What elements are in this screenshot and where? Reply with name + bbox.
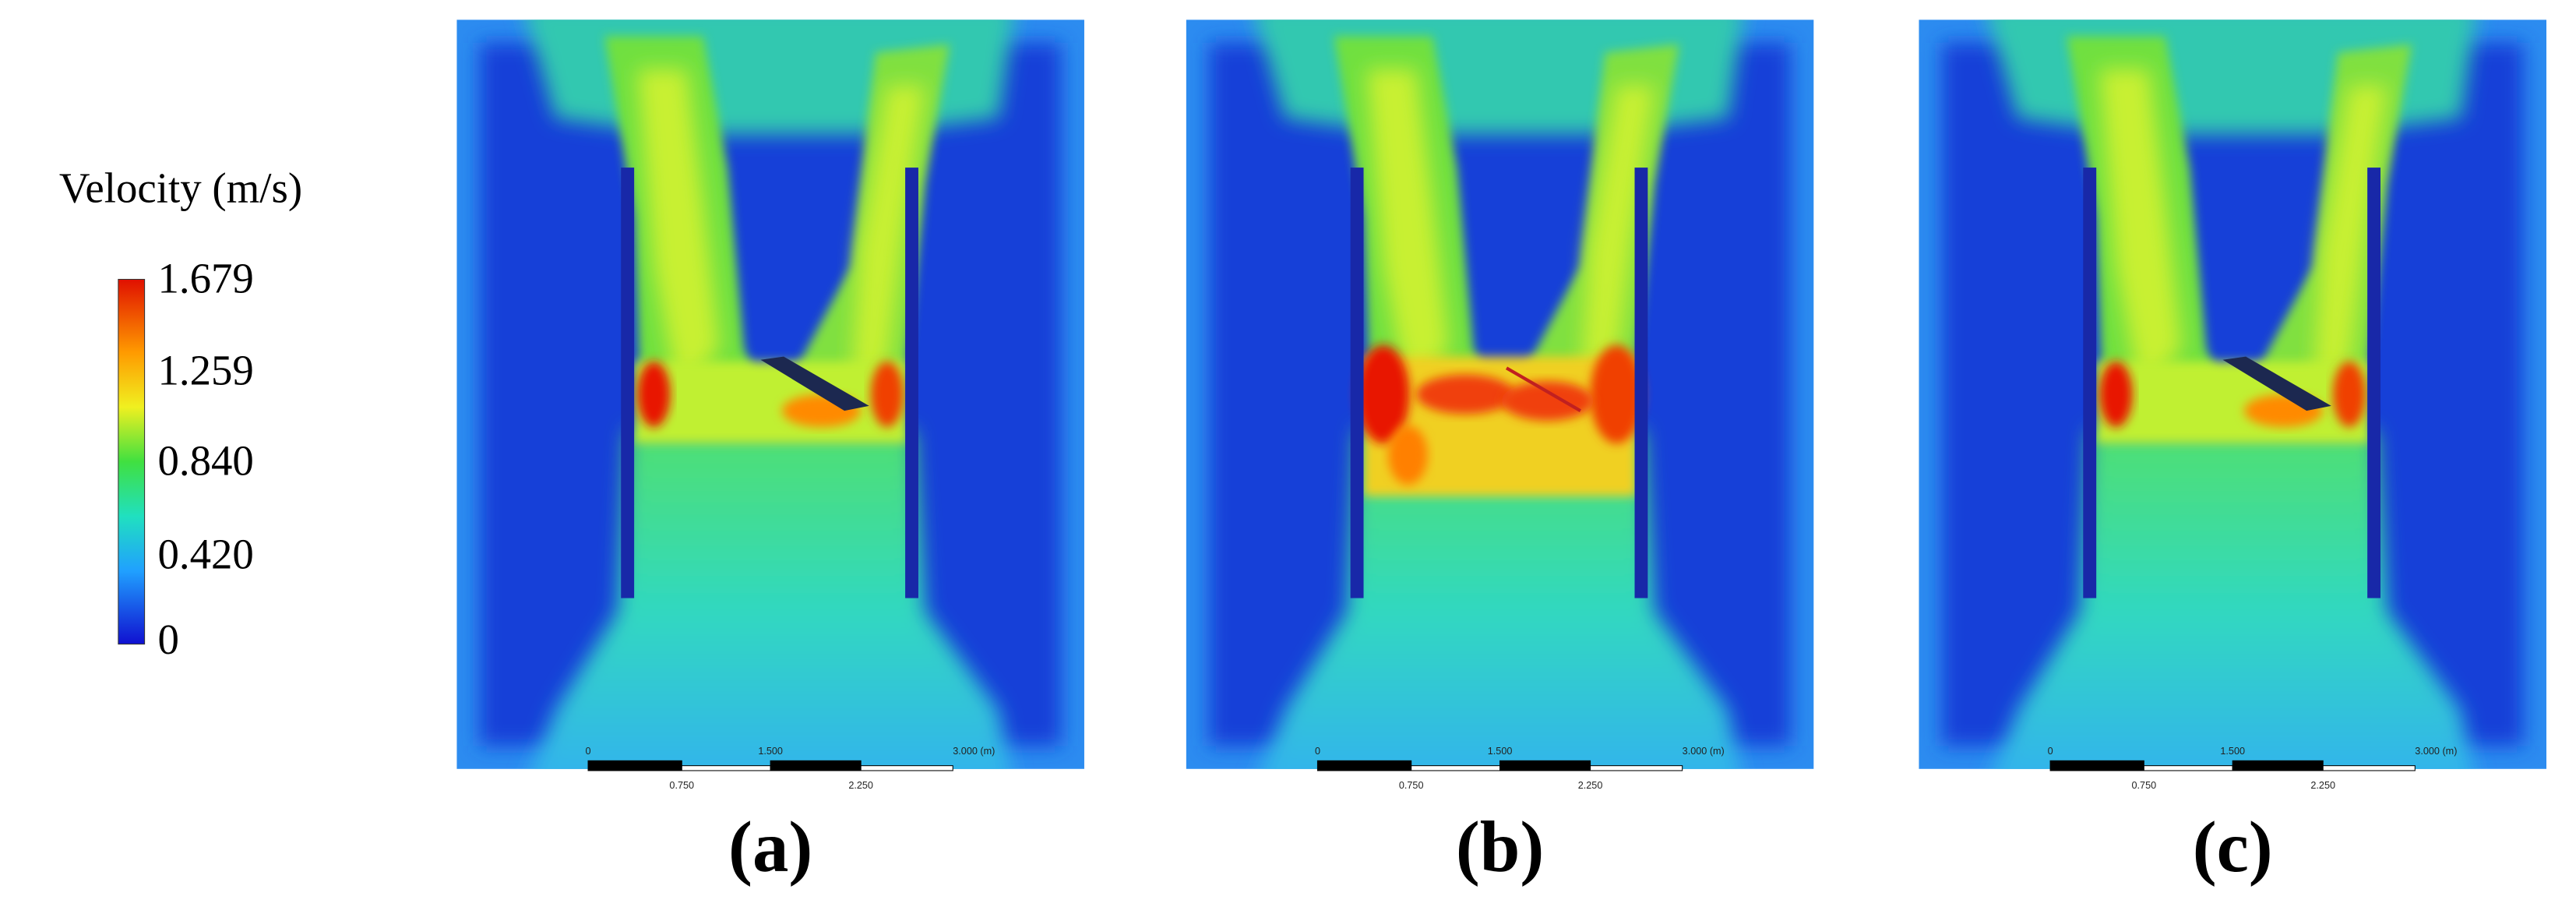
panel-label: (a) bbox=[728, 807, 812, 888]
flow-field bbox=[1919, 19, 2547, 769]
scale-bar-label: 0 bbox=[586, 746, 591, 757]
flow-field bbox=[1186, 19, 1814, 769]
lower-flow bbox=[1260, 430, 1740, 769]
colorbar-tick-label: 0.420 bbox=[157, 531, 253, 578]
scale-bar-label: 3.000 (m) bbox=[1683, 746, 1725, 757]
right-jet-core bbox=[851, 85, 925, 398]
contour-panel: 0 1.500 3.000 (m) 0.750 2.250 bbox=[1186, 19, 1814, 791]
contour-panel: 0 1.500 3.000 (m) 0.750 2.250 bbox=[456, 19, 1084, 791]
scale-bar-segment bbox=[681, 765, 771, 771]
scale-bar-label: 1.500 bbox=[2220, 746, 2245, 757]
colorbar-tick-label: 1.679 bbox=[157, 254, 253, 302]
right-wall bbox=[2367, 168, 2381, 598]
scale-bar-segment bbox=[860, 765, 953, 771]
hot-spot bbox=[637, 361, 671, 428]
right-wall bbox=[1634, 168, 1648, 598]
scale-bar-label: 0.750 bbox=[2131, 780, 2156, 791]
scale-bar-label: 1.500 bbox=[1488, 746, 1513, 757]
lower-flow bbox=[1993, 430, 2473, 769]
hot-spot bbox=[1357, 344, 1410, 444]
scale-bar-label: 0 bbox=[1315, 746, 1320, 757]
legend-title: Velocity (m/s) bbox=[59, 164, 302, 211]
hot-band bbox=[2096, 361, 2370, 444]
scale-bar-label: 3.000 (m) bbox=[953, 746, 995, 757]
right-jet-core bbox=[2313, 85, 2387, 398]
left-wall bbox=[621, 168, 635, 598]
left-wall bbox=[1350, 168, 1364, 598]
flow-field bbox=[456, 19, 1084, 769]
left-jet-core bbox=[2099, 69, 2182, 398]
scale-bar-label: 0.750 bbox=[1399, 780, 1424, 791]
scale-bar-segment bbox=[587, 760, 682, 771]
left-jet-core bbox=[637, 69, 720, 398]
right-wall bbox=[905, 168, 918, 598]
scale-bar-segment bbox=[1411, 765, 1501, 771]
hot-spot bbox=[1388, 425, 1428, 485]
scale-bar-segment bbox=[1316, 760, 1412, 771]
scale-bar-label: 1.500 bbox=[758, 746, 783, 757]
scale-bar-segment bbox=[2143, 765, 2233, 771]
hot-spot bbox=[1590, 344, 1644, 444]
scale-bar-segment bbox=[1499, 760, 1591, 771]
scale-bar-label: 2.250 bbox=[848, 780, 873, 791]
scale-bar-label: 2.250 bbox=[2310, 780, 2335, 791]
contour-panel: 0 1.500 3.000 (m) 0.750 2.250 bbox=[1919, 19, 2547, 791]
scale-bar-label: 0.750 bbox=[669, 780, 694, 791]
plate bbox=[760, 356, 869, 411]
left-wall bbox=[2083, 168, 2097, 598]
hot-spot bbox=[2332, 361, 2366, 428]
hot-spot bbox=[870, 361, 904, 428]
scale-bar-segment bbox=[770, 760, 862, 771]
colorbar-tick-label: 1.259 bbox=[157, 346, 253, 394]
scale-bar-segment bbox=[1590, 765, 1683, 771]
scale-bar-label: 3.000 (m) bbox=[2415, 746, 2457, 757]
colorbar-tick-label: 0 bbox=[157, 616, 178, 663]
scale-bar-label: 0 bbox=[2048, 746, 2053, 757]
hot-band bbox=[634, 361, 907, 444]
scale-bar-label: 2.250 bbox=[1578, 780, 1603, 791]
scale-bar-segment bbox=[2232, 760, 2324, 771]
lower-flow bbox=[531, 430, 1011, 769]
hot-spot bbox=[1416, 374, 1515, 415]
panel-label: (b) bbox=[1456, 807, 1544, 888]
colorbar bbox=[118, 278, 146, 645]
colorbar-tick-label: 0.840 bbox=[157, 436, 253, 484]
scale-bar-segment bbox=[2049, 760, 2144, 771]
plate bbox=[2222, 356, 2331, 411]
panel-label: (c) bbox=[2193, 807, 2273, 888]
hot-spot bbox=[2099, 361, 2133, 428]
hot-spot bbox=[1501, 381, 1594, 421]
scale-bar-segment bbox=[2322, 765, 2416, 771]
plate bbox=[1505, 366, 1581, 412]
left-jet-core bbox=[1366, 69, 1450, 398]
right-jet-core bbox=[1580, 85, 1654, 398]
